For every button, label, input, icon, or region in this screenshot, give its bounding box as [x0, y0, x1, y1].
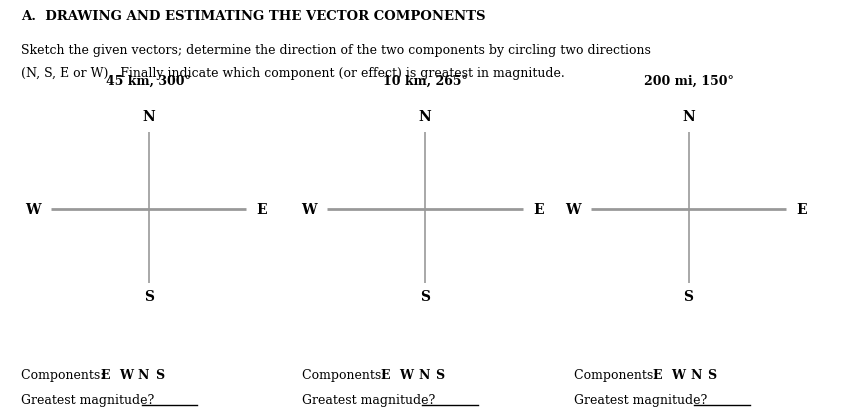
- Text: S: S: [707, 368, 717, 382]
- Text: W: W: [26, 202, 41, 217]
- Text: N: N: [682, 111, 694, 124]
- Text: A.  DRAWING AND ESTIMATING THE VECTOR COMPONENTS: A. DRAWING AND ESTIMATING THE VECTOR COM…: [21, 10, 485, 23]
- Text: Greatest magnitude?: Greatest magnitude?: [302, 393, 435, 407]
- Text: S: S: [683, 290, 694, 304]
- Text: E: E: [257, 202, 267, 217]
- Text: E: E: [796, 202, 808, 217]
- Text: N: N: [418, 111, 431, 124]
- Text: Components:: Components:: [574, 368, 661, 382]
- Text: Greatest magnitude?: Greatest magnitude?: [21, 393, 155, 407]
- Text: E: E: [653, 368, 662, 382]
- Text: 45 km, 300°: 45 km, 300°: [106, 75, 191, 88]
- Text: E: E: [533, 202, 544, 217]
- Text: N: N: [142, 111, 155, 124]
- Text: W: W: [672, 368, 685, 382]
- Text: S: S: [420, 290, 430, 304]
- Text: 200 mi, 150°: 200 mi, 150°: [643, 75, 734, 88]
- Text: W: W: [565, 202, 581, 217]
- Text: W: W: [400, 368, 413, 382]
- Text: W: W: [302, 202, 317, 217]
- Text: S: S: [144, 290, 154, 304]
- Text: N: N: [690, 368, 701, 382]
- Text: Greatest magnitude?: Greatest magnitude?: [574, 393, 707, 407]
- Text: E: E: [381, 368, 390, 382]
- Text: N: N: [418, 368, 429, 382]
- Text: Sketch the given vectors; determine the direction of the two components by circl: Sketch the given vectors; determine the …: [21, 44, 651, 57]
- Text: S: S: [155, 368, 164, 382]
- Text: W: W: [119, 368, 133, 382]
- Text: E: E: [100, 368, 110, 382]
- Text: Components:: Components:: [21, 368, 109, 382]
- Text: (N, S, E or W).  Finally indicate which component (or effect) is greatest in mag: (N, S, E or W). Finally indicate which c…: [21, 67, 565, 80]
- Text: Components:: Components:: [302, 368, 389, 382]
- Text: N: N: [138, 368, 149, 382]
- Text: S: S: [435, 368, 445, 382]
- Text: 10 km, 265°: 10 km, 265°: [382, 75, 468, 88]
